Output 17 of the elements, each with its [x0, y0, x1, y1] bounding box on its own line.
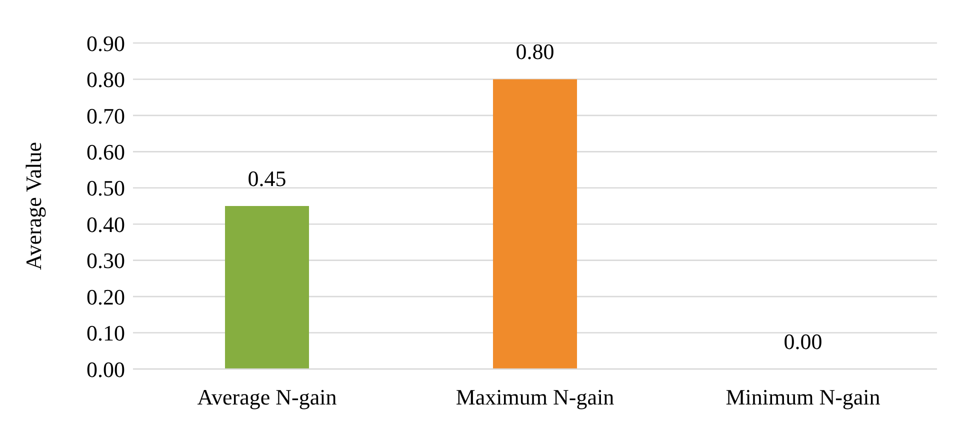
y-tick-label: 0.50: [86, 176, 125, 201]
y-tick-label: 0.10: [86, 320, 125, 346]
x-tick-label: Average N-gain: [197, 384, 337, 410]
y-tick-label: 0.00: [86, 356, 125, 382]
y-axis-title: Average Value: [20, 142, 46, 270]
y-tick-label: 0.60: [86, 139, 125, 164]
y-tick-label: 0.80: [86, 67, 125, 92]
data-label: 0.45: [248, 166, 286, 191]
data-label: 0.80: [516, 39, 554, 64]
y-tick-label: 0.90: [86, 30, 125, 56]
y-tick-label: 0.40: [86, 212, 125, 237]
y-tick-label: 0.20: [86, 284, 125, 310]
y-tick-label: 0.70: [86, 103, 125, 128]
x-tick-label: Minimum N-gain: [726, 384, 880, 410]
y-tick-label: 0.30: [86, 248, 125, 274]
x-tick-label: Maximum N-gain: [456, 384, 614, 410]
data-label: 0.00: [784, 329, 822, 354]
